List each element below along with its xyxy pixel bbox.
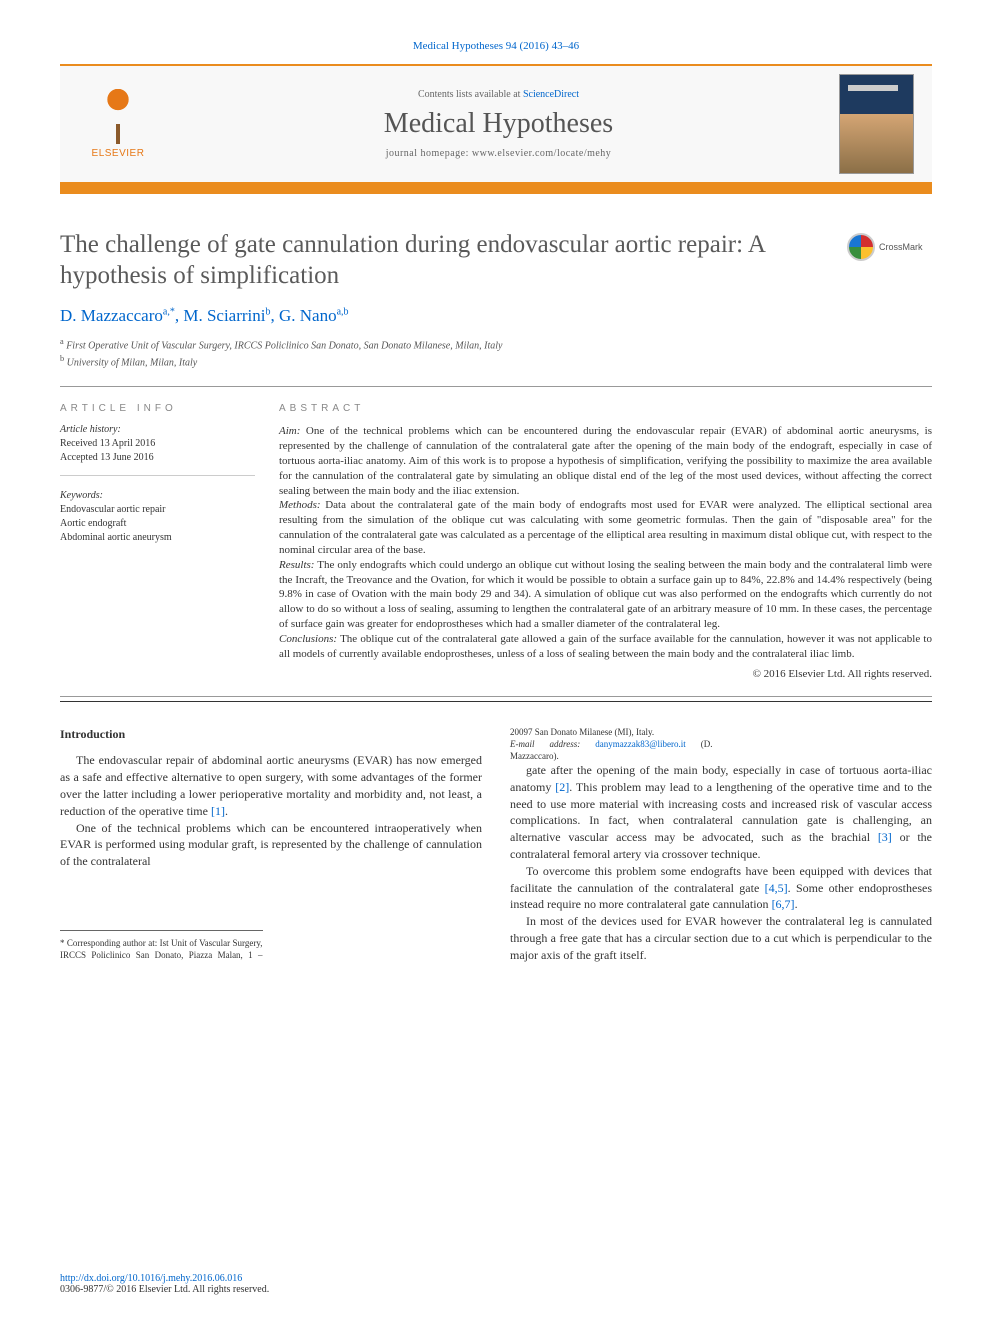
reference-link[interactable]: [1]	[211, 804, 225, 818]
abstract-results-text: The only endografts which could undergo …	[279, 559, 932, 630]
abstract-methods-text: Data about the contralateral gate of the…	[279, 499, 932, 556]
divider	[60, 696, 932, 697]
abstract-aim-label: Aim:	[279, 425, 300, 437]
email-label: E-mail address:	[510, 739, 580, 749]
body-paragraph: One of the technical problems which can …	[60, 820, 482, 870]
reference-link[interactable]: [3]	[878, 830, 892, 844]
elsevier-label: ELSEVIER	[92, 148, 145, 159]
reference-link[interactable]: [4,5]	[765, 881, 788, 895]
affil-text: University of Milan, Milan, Italy	[67, 357, 198, 368]
body-columns: Introduction The endovascular repair of …	[60, 726, 932, 964]
sciencedirect-link[interactable]: ScienceDirect	[523, 89, 579, 100]
doi-link[interactable]: http://dx.doi.org/10.1016/j.mehy.2016.06…	[60, 1273, 269, 1284]
citation-line: Medical Hypotheses 94 (2016) 43–46	[60, 40, 932, 52]
divider	[60, 386, 932, 387]
journal-homepage: journal homepage: www.elsevier.com/locat…	[158, 148, 839, 159]
reference-link[interactable]: [2]	[555, 780, 569, 794]
body-paragraph: In most of the devices used for EVAR how…	[510, 913, 932, 963]
journal-cover-thumbnail	[839, 74, 914, 174]
elsevier-logo: ELSEVIER	[78, 79, 158, 169]
author-name[interactable]: M. Sciarrini	[183, 306, 265, 325]
body-paragraph: The endovascular repair of abdominal aor…	[60, 752, 482, 819]
author-name[interactable]: G. Nano	[279, 306, 337, 325]
history-label: Article history:	[60, 424, 255, 435]
history-received: Received 13 April 2016	[60, 437, 255, 451]
abstract-conclusions-label: Conclusions:	[279, 633, 337, 645]
history-accepted: Accepted 13 June 2016	[60, 451, 255, 465]
body-paragraph: To overcome this problem some endografts…	[510, 863, 932, 913]
article-info-sidebar: article info Article history: Received 1…	[60, 403, 255, 680]
abstract-copyright: © 2016 Elsevier Ltd. All rights reserved…	[279, 668, 932, 680]
author-name[interactable]: D. Mazzaccaro	[60, 306, 163, 325]
affil-text: First Operative Unit of Vascular Surgery…	[66, 340, 502, 351]
contents-list-line: Contents lists available at ScienceDirec…	[158, 89, 839, 100]
article-title: The challenge of gate cannulation during…	[60, 229, 827, 292]
journal-banner: ELSEVIER Contents lists available at Sci…	[60, 64, 932, 194]
journal-title: Medical Hypotheses	[158, 108, 839, 140]
crossmark-icon	[847, 233, 875, 261]
homepage-url[interactable]: www.elsevier.com/locate/mehy	[472, 148, 611, 159]
affil-sup: b	[60, 354, 64, 363]
keyword: Abdominal aortic aneurysm	[60, 531, 255, 545]
body-paragraph: gate after the opening of the main body,…	[510, 762, 932, 863]
abstract-methods-label: Methods:	[279, 499, 321, 511]
abstract-body: Aim: One of the technical problems which…	[279, 424, 932, 662]
author-sup: a,b	[337, 306, 349, 317]
affil-sup: a	[60, 337, 64, 346]
contents-prefix: Contents lists available at	[418, 89, 523, 100]
abstract-heading: abstract	[279, 403, 932, 414]
crossmark-label: CrossMark	[879, 242, 923, 252]
author-sup: a,*	[163, 306, 175, 317]
author-list: D. Mazzaccaroa,*, M. Sciarrinib, G. Nano…	[60, 306, 932, 326]
thick-divider	[60, 701, 932, 702]
keywords-label: Keywords:	[60, 490, 255, 501]
crossmark-badge[interactable]: CrossMark	[847, 233, 932, 261]
homepage-prefix: journal homepage:	[386, 148, 472, 159]
abstract-conclusions-text: The oblique cut of the contralateral gat…	[279, 633, 932, 660]
elsevier-tree-icon	[93, 89, 143, 144]
doi-block: http://dx.doi.org/10.1016/j.mehy.2016.06…	[60, 1273, 269, 1295]
keyword: Endovascular aortic repair	[60, 503, 255, 517]
email-link[interactable]: danymazzak83@libero.it	[595, 739, 686, 749]
author-sup: b	[265, 306, 270, 317]
reference-link[interactable]: [6,7]	[772, 897, 795, 911]
affiliations: a First Operative Unit of Vascular Surge…	[60, 336, 932, 371]
abstract-aim-text: One of the technical problems which can …	[279, 425, 932, 496]
article-info-heading: article info	[60, 403, 255, 414]
abstract-results-label: Results:	[279, 559, 314, 571]
issn-copyright: 0306-9877/© 2016 Elsevier Ltd. All right…	[60, 1284, 269, 1295]
abstract-block: abstract Aim: One of the technical probl…	[279, 403, 932, 680]
keyword: Aortic endograft	[60, 517, 255, 531]
section-heading-introduction: Introduction	[60, 726, 482, 743]
